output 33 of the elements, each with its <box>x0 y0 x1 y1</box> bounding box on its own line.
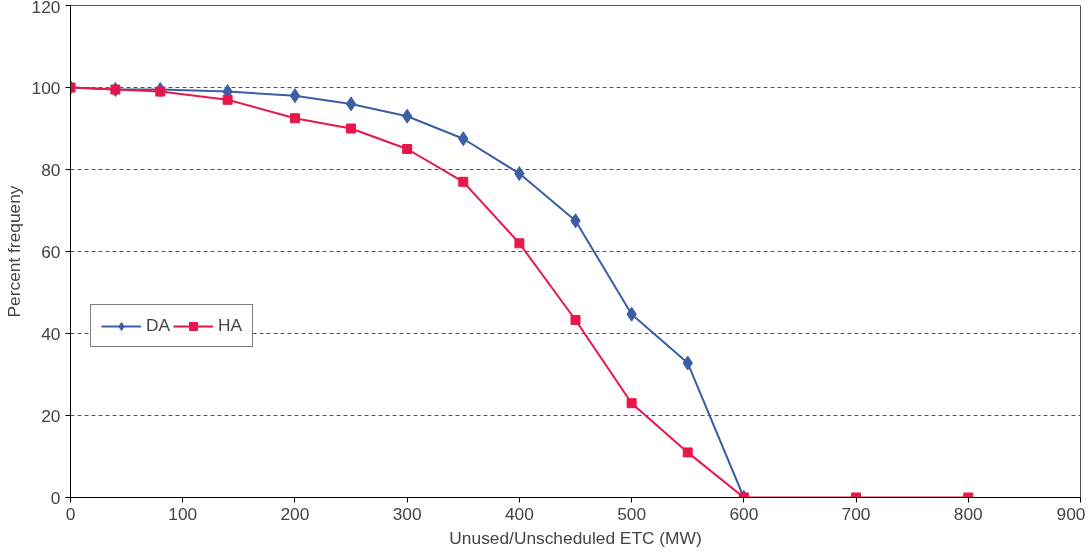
x-tick-label: 300 <box>392 503 422 524</box>
point <box>682 447 693 458</box>
y-tick-label: 80 <box>41 159 61 180</box>
point <box>289 113 300 124</box>
x-tick-label: 500 <box>617 503 647 524</box>
y-tick-label: 40 <box>41 323 61 344</box>
x-tick-label: 200 <box>280 503 310 524</box>
x-tick-label: 600 <box>729 503 759 524</box>
y-tick-label: 20 <box>41 405 61 426</box>
x-axis-title: Unused/Unscheduled ETC (MW) <box>449 527 702 548</box>
x-tick-label: 900 <box>1056 503 1086 524</box>
point <box>570 314 581 325</box>
y-tick-label: 100 <box>31 77 61 98</box>
y-tick-label: 120 <box>31 0 61 17</box>
y-tick-label: 0 <box>50 487 61 508</box>
point <box>222 94 233 105</box>
x-tick-label: 800 <box>953 503 983 524</box>
x-tick-label: 100 <box>168 503 198 524</box>
point <box>626 398 637 409</box>
x-tick-label: 400 <box>504 503 534 524</box>
point <box>514 238 525 249</box>
point <box>345 96 357 112</box>
point <box>402 144 413 154</box>
point <box>289 88 301 104</box>
y-tick-label: 60 <box>41 241 61 262</box>
y-axis-title: Percent frequeny <box>3 185 24 318</box>
point <box>458 176 469 187</box>
x-tick-label: 700 <box>841 503 871 524</box>
point <box>346 123 357 134</box>
legend-label: HA <box>218 315 243 336</box>
point <box>155 86 166 97</box>
legend-label: DA <box>146 315 171 336</box>
x-tick-label: 0 <box>65 503 76 524</box>
